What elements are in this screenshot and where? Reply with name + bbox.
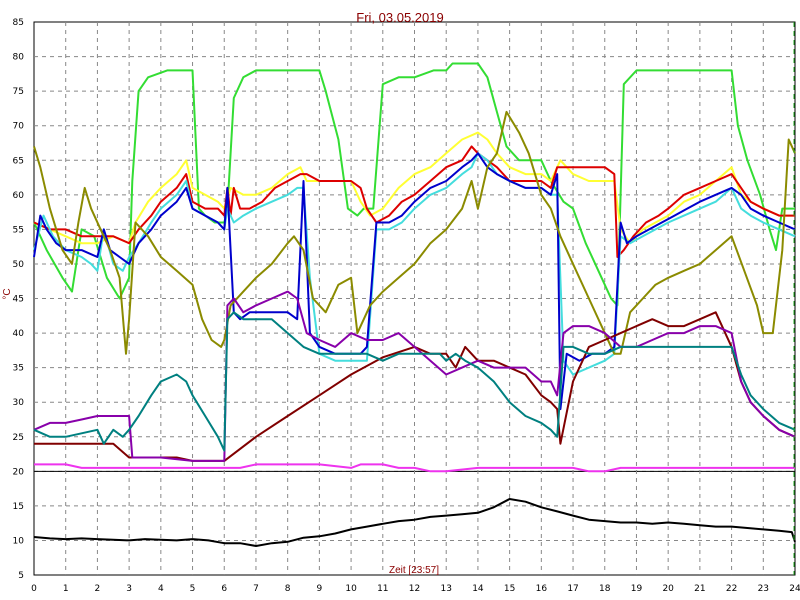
y-tick-label: 35 <box>13 364 24 374</box>
y-tick-label: 5 <box>18 571 24 581</box>
x-tick-label: 6 <box>221 584 227 594</box>
x-tick-label: 21 <box>694 584 705 594</box>
series-lines <box>33 62 796 547</box>
y-tick-label: 50 <box>13 260 25 270</box>
x-tick-label: 24 <box>789 584 800 594</box>
x-tick-label: 12 <box>409 584 420 594</box>
x-tick-label: 8 <box>285 584 291 594</box>
x-tick-label: 2 <box>95 584 101 594</box>
y-tick-label: 10 <box>13 536 25 546</box>
x-tick-label: 16 <box>536 584 548 594</box>
x-axis-label: Zeit [23:57] <box>389 565 439 576</box>
series-line-2 <box>33 131 795 245</box>
y-tick-label: 20 <box>13 467 25 477</box>
y-tick-label: 70 <box>13 122 25 132</box>
y-tick-label: 65 <box>13 156 24 166</box>
series-line-11 <box>33 498 796 547</box>
x-tick-label: 5 <box>190 584 196 594</box>
series-line-6 <box>33 110 796 355</box>
chart-title: Fri, 03.05.2019 <box>356 10 443 25</box>
y-tick-label: 45 <box>13 295 24 305</box>
x-tick-label: 22 <box>726 584 737 594</box>
y-tick-label: 80 <box>13 53 25 63</box>
x-tick-label: 7 <box>253 584 259 594</box>
y-tick-label: 60 <box>13 191 25 201</box>
x-tick-label: 20 <box>662 584 674 594</box>
x-tick-label: 19 <box>631 584 643 594</box>
y-tick-label: 55 <box>13 225 24 235</box>
y-tick-label: 85 <box>13 18 24 28</box>
x-tick-label: 10 <box>345 584 357 594</box>
x-tick-label: 18 <box>599 584 611 594</box>
x-tick-label: 3 <box>126 584 132 594</box>
y-tick-label: 30 <box>13 398 25 408</box>
x-tick-labels: 0 1 2 3 4 5 6 7 8 9 10 11 12 13 14 15 16 17 18 19 20 21 22 23 24 <box>31 584 800 594</box>
series-line-10 <box>34 463 795 473</box>
series-line-9 <box>33 311 796 452</box>
x-tick-label: 17 <box>567 584 578 594</box>
series-line-3 <box>33 145 795 258</box>
x-tick-label: 11 <box>377 584 388 594</box>
series-line-5 <box>33 152 796 411</box>
x-tick-label: 9 <box>317 584 323 594</box>
x-tick-label: 1 <box>63 584 69 594</box>
series-line-1 <box>33 62 795 307</box>
y-axis-label: °C <box>2 288 13 299</box>
y-tick-label: 15 <box>13 502 24 512</box>
x-tick-label: 14 <box>472 584 484 594</box>
x-tick-label: 15 <box>504 584 515 594</box>
y-tick-label: 75 <box>13 87 24 97</box>
y-tick-labels: 5 10 15 20 25 30 35 40 45 50 55 60 65 70 75 80 85 <box>13 18 25 581</box>
y-tick-label: 25 <box>13 433 24 443</box>
x-tick-label: 4 <box>158 584 164 594</box>
y-tick-label: 40 <box>13 329 25 339</box>
x-tick-label: 0 <box>31 584 37 594</box>
x-tick-label: 23 <box>758 584 769 594</box>
x-tick-label: 13 <box>440 584 451 594</box>
